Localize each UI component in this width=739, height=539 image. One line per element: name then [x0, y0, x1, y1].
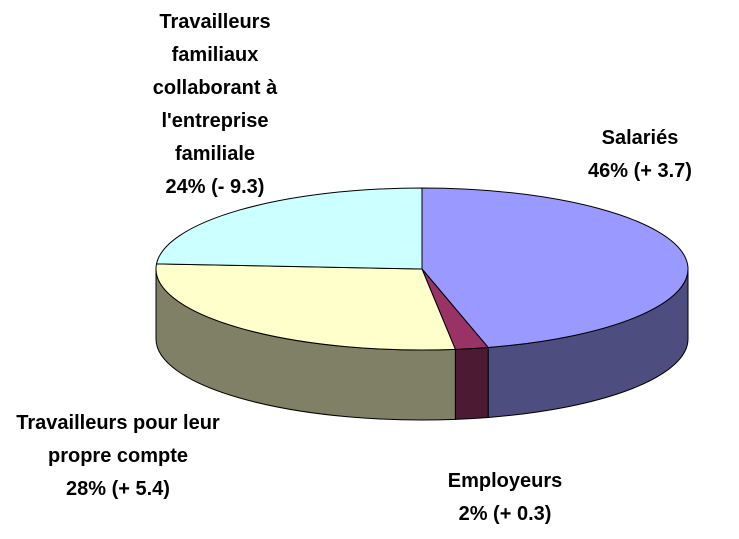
- slice-label: Travailleurs pour leur propre compte 28%…: [0, 407, 236, 506]
- change-label: (+ 0.3): [493, 503, 552, 525]
- slice: [421, 187, 689, 348]
- slice: [155, 187, 423, 270]
- category-label: Salariés: [601, 127, 679, 149]
- change-label: (+ 3.7): [633, 160, 692, 182]
- slice: [155, 263, 457, 351]
- category-label: Employeurs: [447, 470, 563, 492]
- change-label: (+ 5.4): [111, 478, 170, 500]
- value-label: 46%: [588, 160, 629, 182]
- category-label: Travailleurs pour leur propre compte: [16, 412, 220, 467]
- slice-side: [454, 346, 489, 420]
- value-line: 2% (+ 0.3): [415, 498, 595, 531]
- slice-label: Employeurs 2% (+ 0.3): [415, 465, 595, 531]
- change-label: (- 9.3): [211, 176, 265, 198]
- slice-label: Salariés 46% (+ 3.7): [550, 122, 730, 188]
- value-label: 28%: [66, 478, 107, 500]
- value-line: 24% (- 9.3): [120, 171, 310, 204]
- value-label: 2%: [458, 503, 488, 525]
- category-label: Travailleurs familiaux collaborant à l'e…: [152, 11, 278, 165]
- value-label: 24%: [165, 176, 206, 198]
- slice-label: Travailleurs familiaux collaborant à l'e…: [120, 6, 310, 204]
- value-line: 46% (+ 3.7): [550, 155, 730, 188]
- value-line: 28% (+ 5.4): [0, 473, 236, 506]
